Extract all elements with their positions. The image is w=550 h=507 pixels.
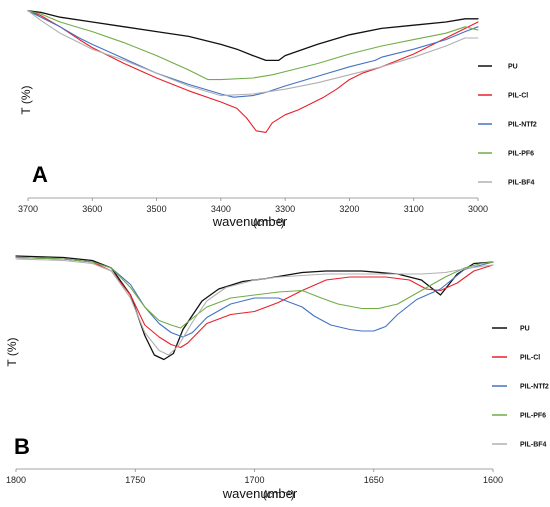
panel-a-ylabel: T (%) xyxy=(19,85,33,114)
panel-a-ticks: 3700 3600 3500 3400 3300 3200 3100 3000 xyxy=(18,198,488,214)
panel-b-legend-label-pil-bf4: PIL-BF4 xyxy=(520,442,547,449)
panel-b-ylabel: T (%) xyxy=(5,337,19,366)
panel-a-lines xyxy=(27,10,479,133)
panel-a-legend: PU PIL-Cl PIL-NTf2 PIL-PF6 PIL-BF4 xyxy=(478,64,537,187)
panel-a-legend-label-pil-ntf2: PIL-NTf2 xyxy=(508,122,537,129)
panel-a-series-pil-ntf2 xyxy=(27,10,479,98)
panel-b-legend-label-pil-pf6: PIL-PF6 xyxy=(520,413,546,420)
panel-b-ticks: 1800 1750 1700 1650 1600 xyxy=(6,469,503,485)
panel-a-tick-label-3500: 3500 xyxy=(147,204,167,214)
panel-b-series-pil-bf4 xyxy=(15,258,494,356)
panel-b-xlabel: wavenumber xyxy=(222,486,298,501)
panel-a-tick-label-3400: 3400 xyxy=(211,204,231,214)
panel-b-series-pil-cl xyxy=(15,256,494,349)
panel-a-legend-label-pu: PU xyxy=(508,64,518,71)
panel-b-legend-label-pil-cl: PIL-Cl xyxy=(520,355,540,362)
panel-b-xunit: (cm⁻¹) xyxy=(263,489,294,501)
panel-b-tick-label-1700: 1700 xyxy=(244,475,264,485)
panel-a-series-pil-bf4 xyxy=(27,10,479,97)
panel-a-tick-label-3100: 3100 xyxy=(404,204,424,214)
panel-b-legend: PU PIL-Cl PIL-NTf2 PIL-PF6 PIL-BF4 xyxy=(492,326,549,449)
panel-a-tick-label-3200: 3200 xyxy=(339,204,359,214)
panel-b-tick-label-1600: 1600 xyxy=(483,475,503,485)
panel-a-legend-label-pil-bf4: PIL-BF4 xyxy=(508,180,535,187)
panel-a-series-pu xyxy=(27,10,479,62)
panel-b-tick-label-1750: 1750 xyxy=(125,475,145,485)
panel-a-tick-label-3300: 3300 xyxy=(275,204,295,214)
panel-b-label: B xyxy=(14,434,30,459)
panel-b-lines xyxy=(15,255,494,361)
panel-a: T (%) A 3700 3600 3500 3400 3300 3200 3100 3000… xyxy=(18,10,537,229)
panel-b-tick-label-1800: 1800 xyxy=(6,475,26,485)
panel-a-series-pil-cl xyxy=(27,10,479,133)
panel-b-series-pil-ntf2 xyxy=(15,256,494,338)
panel-a-tick-label-3600: 3600 xyxy=(82,204,102,214)
panel-a-legend-label-pil-pf6: PIL-PF6 xyxy=(508,151,534,158)
panel-b-series-pu xyxy=(15,255,494,361)
panel-b-legend-label-pil-ntf2: PIL-NTf2 xyxy=(520,384,549,391)
panel-a-label: A xyxy=(32,162,48,187)
panel-b-legend-label-pu: PU xyxy=(520,326,530,333)
panel-a-tick-label-3000: 3000 xyxy=(468,204,488,214)
panel-a-legend-label-pil-cl: PIL-Cl xyxy=(508,93,528,100)
panel-a-xunit: (cm⁻¹) xyxy=(253,217,284,229)
panel-a-xlabel: wavenumber xyxy=(212,214,288,229)
panel-b: T (%) B 1800 1750 1700 1650 1600 wavenumber … xyxy=(5,255,549,501)
panel-b-tick-label-1650: 1650 xyxy=(364,475,384,485)
panel-b-series-pil-pf6 xyxy=(15,256,494,329)
panel-a-tick-label-3700: 3700 xyxy=(18,204,38,214)
panel-a-series-pil-pf6 xyxy=(27,10,479,81)
